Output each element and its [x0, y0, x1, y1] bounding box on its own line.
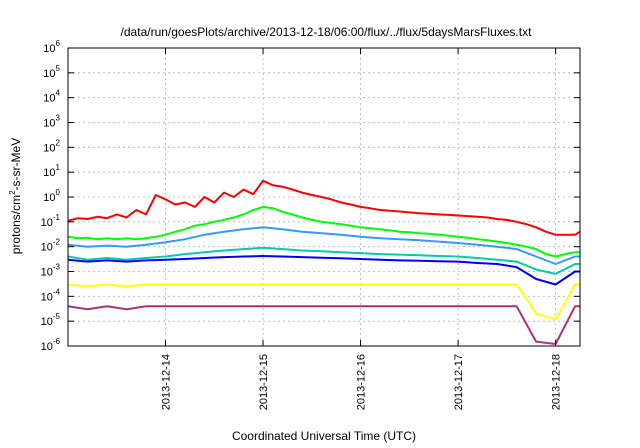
y-tick-label: 100 [43, 188, 60, 204]
y-tick-label: 104 [43, 89, 60, 105]
x-tick-label: 2013-12-16 [356, 354, 368, 410]
y-tick-label: 10-4 [41, 287, 61, 303]
y-tick-label: 102 [43, 138, 60, 154]
y-tick-label: 105 [43, 64, 60, 80]
y-axis-ticks: 10-6 10-5 10-4 10-3 10-2 10-1 100 101 102 103 104 1… [41, 39, 580, 353]
y-tick-label: 10-3 [41, 263, 61, 279]
x-tick-label: 2013-12-18 [551, 354, 563, 410]
y-tick-label: 106 [43, 39, 60, 55]
x-axis-ticks: 2013-12-14 2013-12-15 2013-12-16 2013-12-17… [161, 48, 563, 410]
series-line-4 [67, 246, 580, 275]
y-tick-label: 10-6 [41, 337, 61, 353]
series-line-6 [67, 283, 580, 321]
x-tick-label: 2013-12-15 [258, 354, 270, 410]
series-line-7 [67, 305, 580, 345]
series-line-2 [67, 205, 580, 258]
y-tick-label: 10-5 [41, 312, 61, 328]
y-tick-label: 101 [43, 163, 60, 179]
series-line-5 [67, 255, 580, 286]
x-tick-label: 2013-12-14 [161, 354, 173, 410]
y-tick-label: 10-1 [41, 213, 61, 229]
chart-title: /data/run/goesPlots/archive/2013-12-18/0… [121, 25, 533, 39]
y-axis-label: protons/cm2-s-sr-MeV [8, 138, 23, 254]
y-tick-label: 103 [43, 114, 60, 130]
series-line-3 [67, 226, 580, 265]
y-tick-label: 10-2 [41, 238, 61, 254]
series-layer [67, 179, 581, 345]
x-axis-label: Coordinated Universal Time (UTC) [232, 429, 416, 443]
series-line-1 [67, 179, 581, 236]
x-tick-label: 2013-12-17 [453, 354, 465, 410]
